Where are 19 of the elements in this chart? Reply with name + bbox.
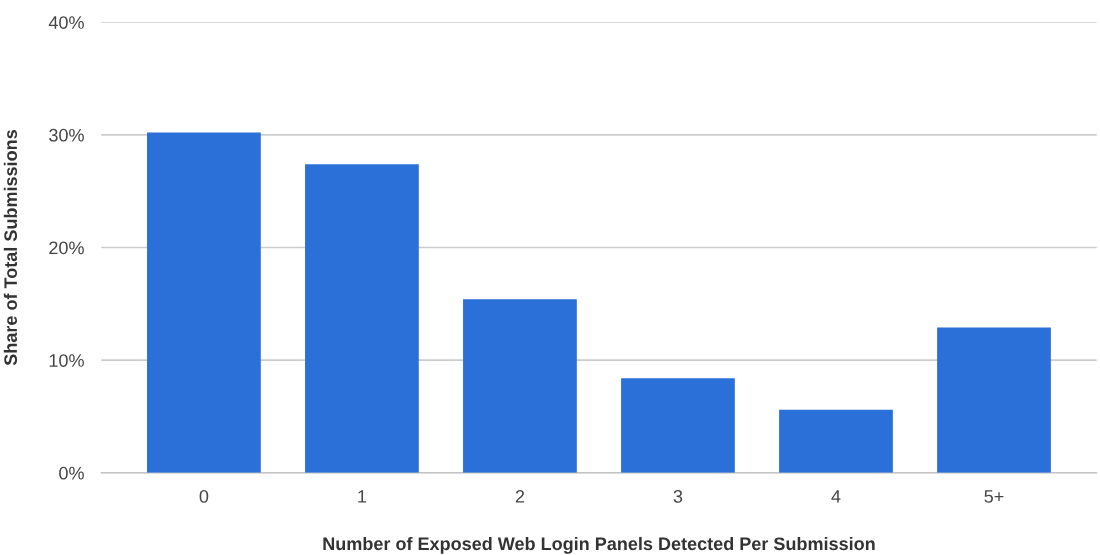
bar <box>463 299 577 473</box>
y-tick-label: 20% <box>49 241 84 255</box>
x-axis-title: Number of Exposed Web Login Panels Detected Per Submission <box>323 536 875 554</box>
bar <box>937 327 1051 473</box>
y-tick-label: 10% <box>49 354 84 367</box>
y-axis-title: Share of Total Submissions <box>3 130 18 366</box>
bar <box>147 132 261 473</box>
x-tick-label: 1 <box>358 490 367 503</box>
x-tick-label: 3 <box>673 490 683 503</box>
bar <box>621 378 735 473</box>
y-tick-label: 30% <box>49 128 84 142</box>
y-tick-label: 0% <box>59 466 84 480</box>
bar <box>305 164 419 473</box>
x-tick-label: 0 <box>199 490 209 503</box>
y-tick-label: 40% <box>48 16 84 29</box>
bar <box>779 409 893 473</box>
x-tick-label: 4 <box>831 490 841 503</box>
x-tick-label: 2 <box>515 490 525 503</box>
x-tick-label: 5+ <box>984 490 1004 503</box>
